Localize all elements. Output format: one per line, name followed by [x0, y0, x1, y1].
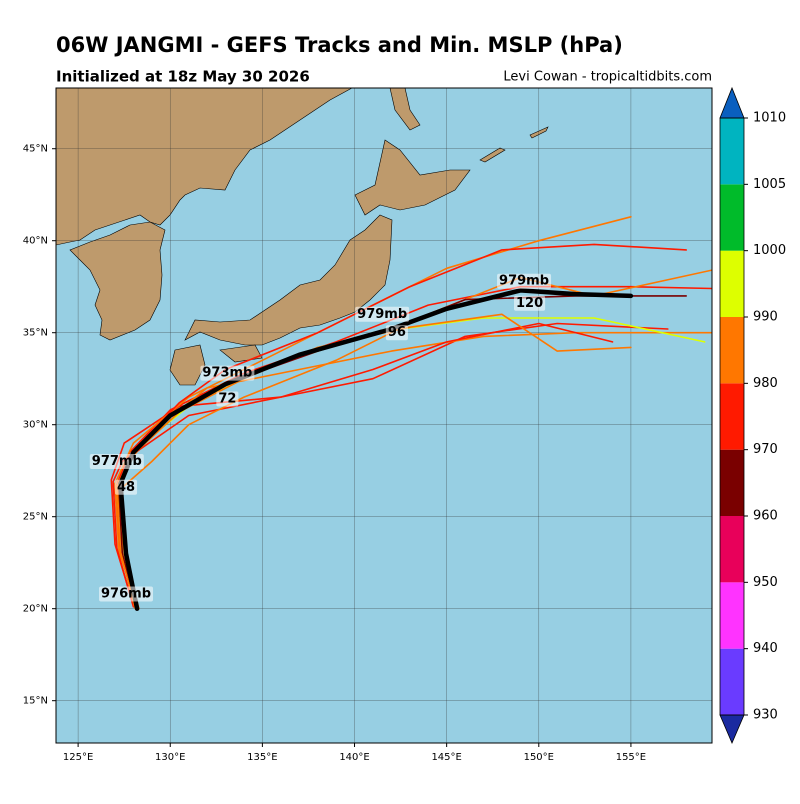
- colorbar-over: [719, 86, 745, 119]
- label-box: [89, 453, 144, 469]
- x-tick-label: 130°E: [155, 752, 185, 763]
- y-tick-label: 40°N: [23, 236, 48, 247]
- colorbar-segment: [720, 184, 744, 251]
- track-label: 973mb: [202, 366, 252, 381]
- colorbar: 930 940 950 960 970 980 990 1000 1005 1010: [719, 86, 786, 745]
- title: 06W JANGMI - GEFS Tracks and Min. MSLP (…: [56, 33, 623, 57]
- track-label: 48: [117, 480, 135, 495]
- label-box: [385, 325, 408, 341]
- label-box: [355, 306, 410, 322]
- x-tick-label: 155°E: [616, 752, 646, 763]
- colorbar-under: [719, 714, 745, 745]
- label-box: [114, 479, 138, 495]
- colorbar-label: 1000: [753, 243, 786, 258]
- colorbar-segment: [720, 582, 744, 649]
- y-tick-label: 45°N: [23, 144, 48, 155]
- colorbar-segment: [720, 449, 744, 516]
- colorbar-segment: [720, 516, 744, 583]
- credit: Levi Cowan - tropicaltidbits.com: [503, 70, 712, 85]
- y-tick-label: 35°N: [23, 328, 48, 339]
- colorbar-label: 990: [753, 310, 778, 325]
- track-label: 979mb: [499, 274, 549, 289]
- y-tick-label: 25°N: [23, 512, 48, 523]
- x-tick-label: 125°E: [63, 752, 93, 763]
- axes: 125°E 130°E 135°E 140°E 145°E 150°E 155°E 15°N 2…: [23, 144, 646, 763]
- colorbar-label: 980: [753, 376, 778, 391]
- colorbar-label: 930: [753, 708, 778, 723]
- label-box: [216, 391, 239, 407]
- x-tick-label: 135°E: [247, 752, 277, 763]
- land: [56, 88, 549, 386]
- colorbar-label: 1005: [753, 177, 786, 192]
- colorbar-frame: [719, 117, 745, 716]
- track-labels: 976mb 977mb 48 973mb 72 979mb 96 979mb 120: [89, 273, 552, 602]
- x-tick-label: 145°E: [431, 752, 461, 763]
- colorbar-label: 950: [753, 575, 778, 590]
- track-label: 977mb: [92, 454, 142, 469]
- y-tick-label: 30°N: [23, 420, 48, 431]
- colorbar-label: 970: [753, 442, 778, 457]
- colorbar-segment: [720, 317, 744, 384]
- colorbar-segment: [720, 383, 744, 450]
- label-box: [497, 273, 552, 289]
- mean-track: [118, 288, 634, 611]
- track-label: 976mb: [101, 586, 151, 601]
- map-frame: [55, 87, 713, 744]
- x-tick-label: 150°E: [524, 752, 554, 763]
- track-label: 96: [388, 325, 406, 340]
- track-label: 979mb: [357, 307, 407, 322]
- colorbar-segment: [720, 648, 744, 715]
- colorbar-label: 960: [753, 509, 778, 524]
- x-tick-label: 140°E: [339, 752, 369, 763]
- track-label: 120: [516, 296, 543, 311]
- colorbar-segment: [720, 118, 744, 185]
- colorbar-label: 940: [753, 641, 778, 656]
- y-tick-label: 20°N: [23, 604, 48, 615]
- colorbar-segment: [720, 250, 744, 317]
- y-tick-label: 15°N: [23, 696, 48, 707]
- subtitle: Initialized at 18z May 30 2026: [56, 68, 310, 86]
- track-label: 72: [218, 391, 236, 406]
- label-box: [200, 365, 255, 381]
- colorbar-label: 1010: [753, 111, 786, 126]
- label-box: [99, 586, 154, 602]
- label-box: [514, 295, 546, 311]
- grid: [56, 88, 712, 743]
